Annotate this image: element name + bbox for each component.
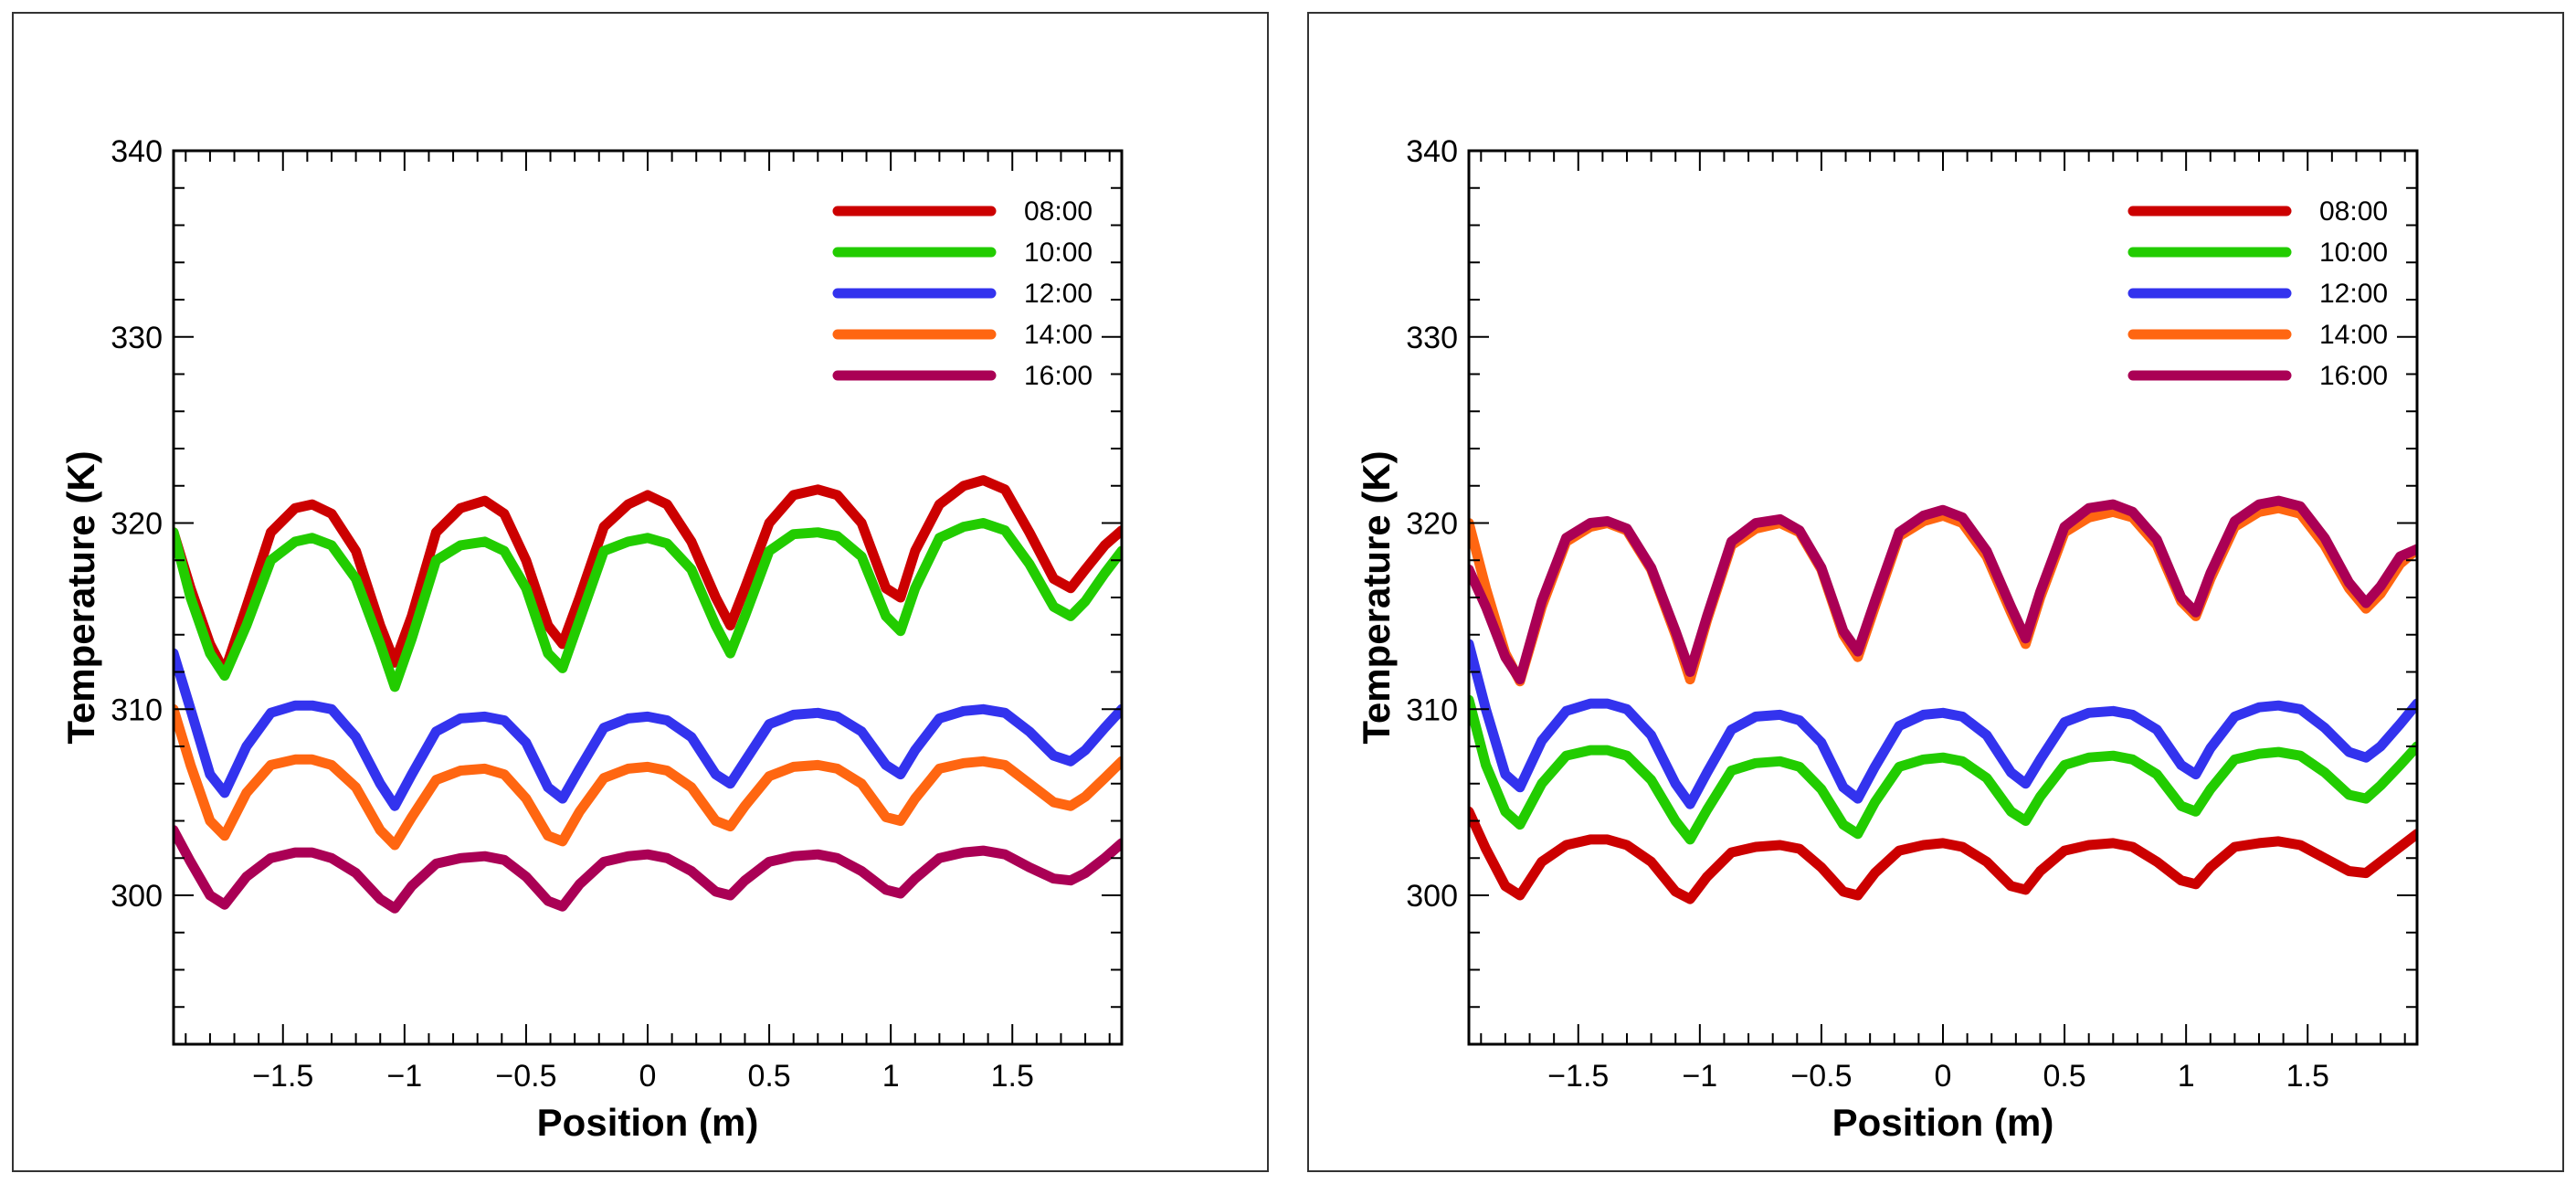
y-tick-label: 310 — [1406, 692, 1458, 727]
series-line-0800 — [174, 475, 1122, 677]
x-tick-label: −0.5 — [495, 1059, 556, 1094]
legend-label: 14:00 — [2319, 320, 2388, 350]
series-line-1600 — [174, 825, 1122, 914]
x-axis-title: Position (m) — [1832, 1101, 2054, 1144]
y-tick-label: 300 — [111, 879, 163, 914]
y-tick-label: 320 — [1406, 507, 1458, 542]
x-tick-label: −1.5 — [1547, 1059, 1609, 1094]
x-tick-label: 0 — [1935, 1059, 1952, 1094]
x-tick-label: 1 — [882, 1059, 900, 1094]
series-line-1400 — [1469, 502, 2417, 687]
plot-area — [174, 475, 1122, 914]
series-line-0800 — [1469, 806, 2417, 904]
legend-label: 16:00 — [1024, 361, 1093, 391]
y-tick-label: 340 — [1406, 134, 1458, 169]
plot-frame — [1467, 149, 2419, 1046]
x-tick-label: 1.5 — [2286, 1059, 2329, 1094]
series-line-1400 — [174, 703, 1122, 851]
legend: 08:00 10:00 12:00 14:00 16:00 — [2127, 196, 2388, 391]
x-tick-label: 1 — [2178, 1059, 2195, 1094]
x-tick-label: −1 — [1682, 1059, 1717, 1094]
x-tick-label: 1.5 — [991, 1059, 1034, 1094]
legend-label: 08:00 — [1024, 196, 1093, 227]
legend-label: 12:00 — [1024, 279, 1093, 309]
series-line-1000 — [174, 518, 1122, 692]
x-tick-label: −0.5 — [1790, 1059, 1852, 1094]
legend-label: 14:00 — [1024, 320, 1093, 350]
x-tick-label: −1.5 — [252, 1059, 313, 1094]
x-tick-label: −1 — [386, 1059, 422, 1094]
series-line-1200 — [1469, 639, 2417, 809]
left-chart-panel: 300 310 320 330 340 −1.5 −1 −0.5 0 0.5 1 1.5 Positio… — [12, 12, 1269, 1172]
y-axis-title: Temperature (K) — [1355, 450, 1398, 744]
plot-frame — [172, 149, 1124, 1046]
y-tick-label: 330 — [1406, 321, 1458, 355]
x-tick-label: 0.5 — [2043, 1059, 2085, 1094]
x-axis-title: Position (m) — [537, 1101, 759, 1144]
legend-label: 08:00 — [2319, 196, 2388, 227]
legend: 08:00 10:00 12:00 14:00 16:00 — [832, 196, 1093, 391]
x-tick-label: 0 — [639, 1059, 657, 1094]
y-axis-title: Temperature (K) — [59, 450, 102, 744]
right-chart: 300 310 320 330 340 −1.5 −1 −0.5 0 0.5 1 1.5 Positio… — [1355, 134, 2419, 1144]
x-tick-label: 0.5 — [747, 1059, 790, 1094]
y-tick-label: 340 — [111, 134, 163, 169]
legend-label: 10:00 — [2319, 238, 2388, 268]
plot-area — [1469, 495, 2417, 904]
y-tick-label: 310 — [111, 692, 163, 727]
right-chart-panel: 300 310 320 330 340 −1.5 −1 −0.5 0 0.5 1 1.5 Positio… — [1307, 12, 2564, 1172]
y-tick-label: 330 — [111, 321, 163, 355]
left-chart: 300 310 320 330 340 −1.5 −1 −0.5 0 0.5 1 1.5 Positio… — [59, 134, 1124, 1144]
series-line-1600 — [1469, 495, 2417, 685]
series-line-1200 — [174, 648, 1122, 811]
y-tick-label: 320 — [111, 507, 163, 542]
legend-label: 12:00 — [2319, 279, 2388, 309]
legend-label: 16:00 — [2319, 361, 2388, 391]
legend-label: 10:00 — [1024, 238, 1093, 268]
series-line-1000 — [1469, 694, 2417, 845]
y-tick-label: 300 — [1406, 879, 1458, 914]
